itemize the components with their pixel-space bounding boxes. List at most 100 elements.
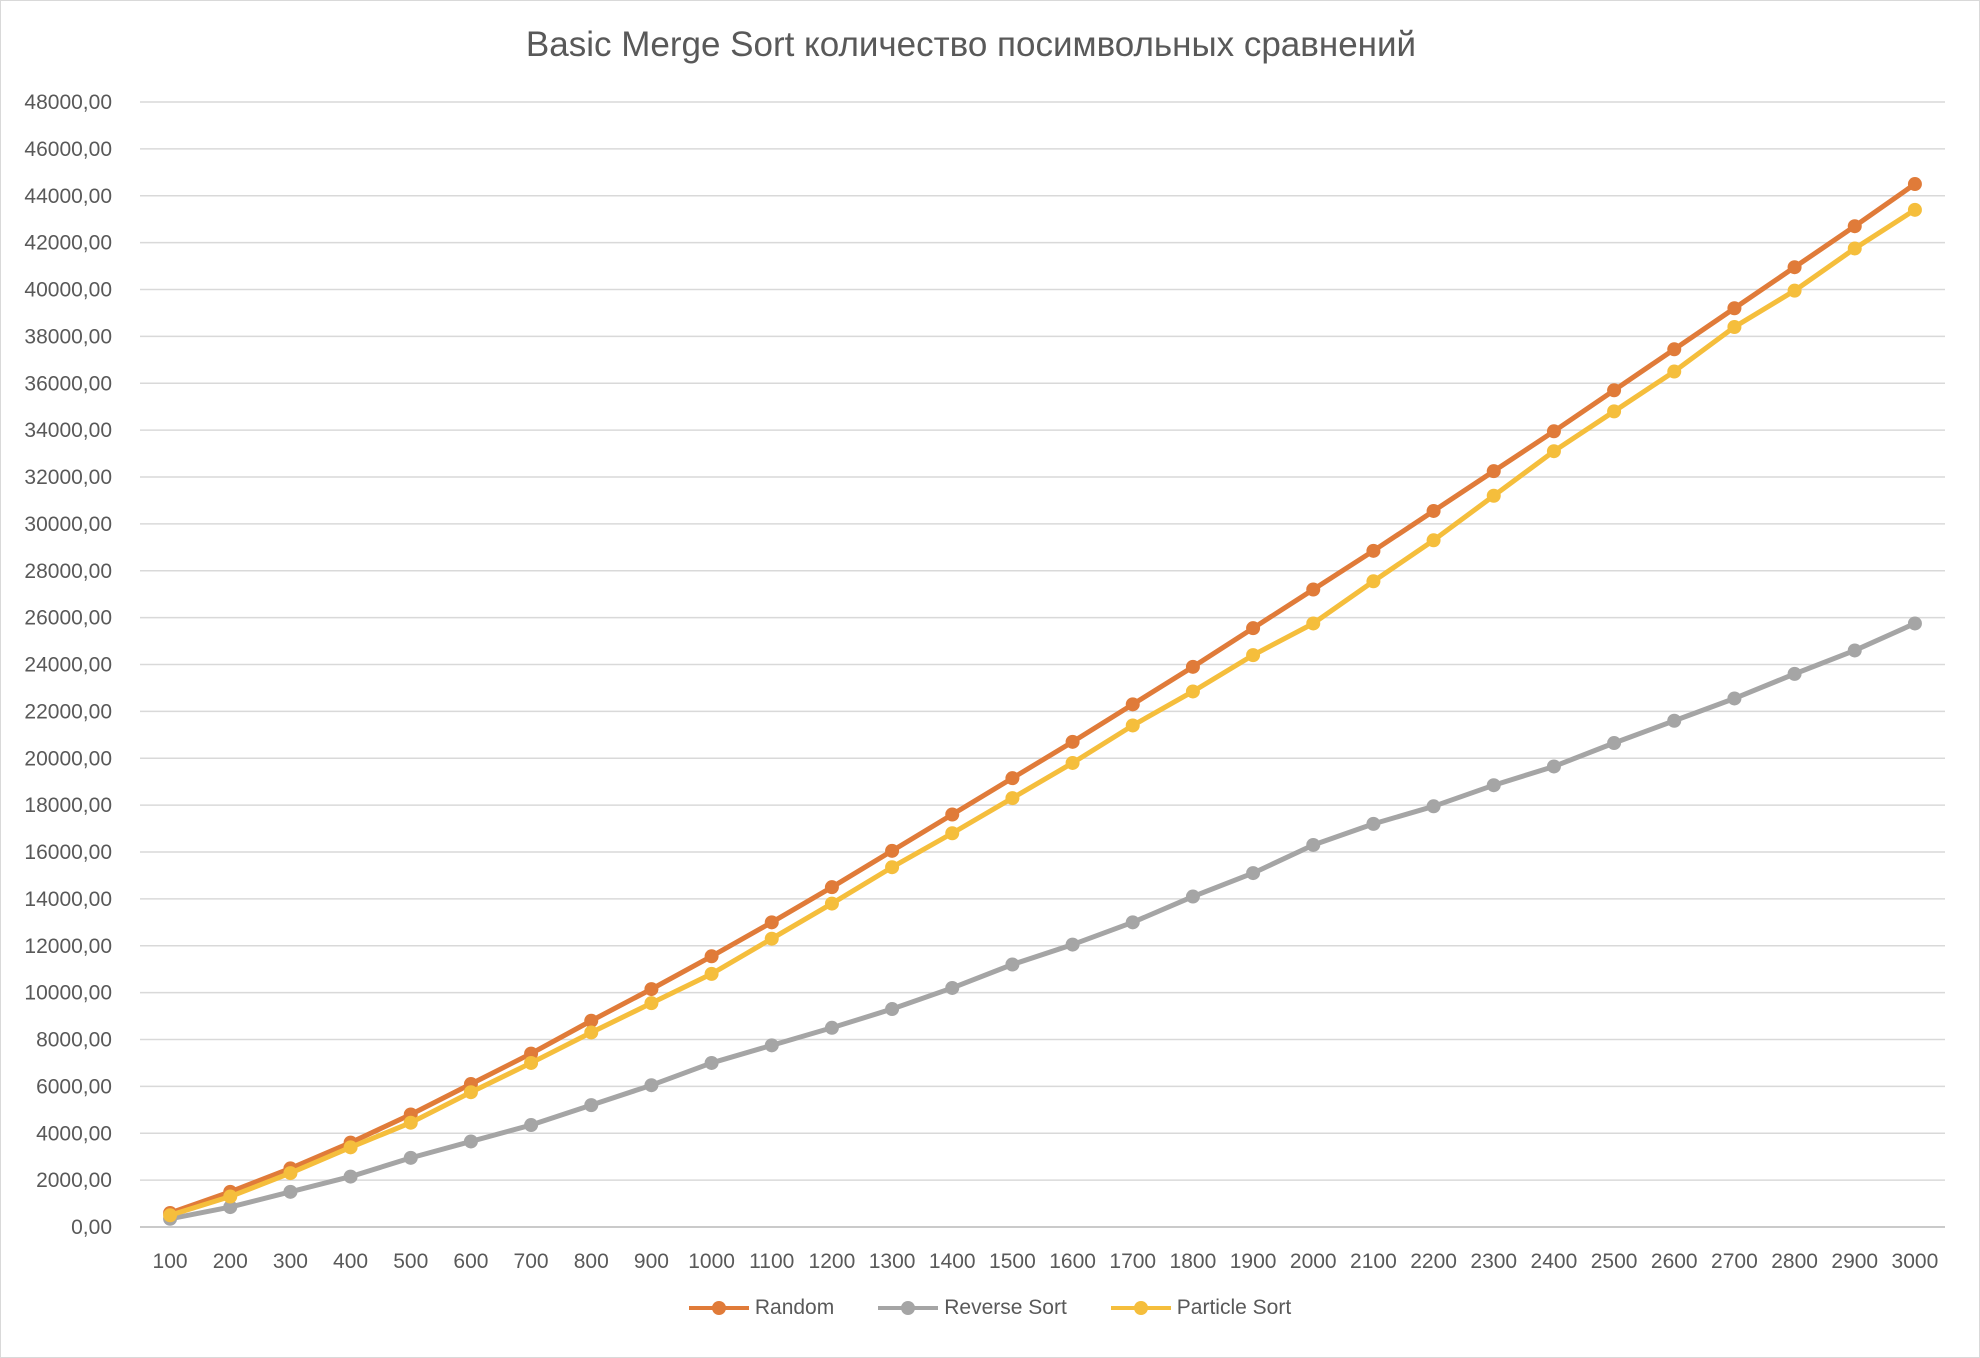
x-tick-label: 700	[514, 1250, 549, 1273]
data-point-reverse-sort	[1847, 643, 1862, 658]
y-tick-label: 26000,00	[24, 607, 112, 630]
data-point-random	[885, 843, 900, 858]
x-tick-label: 1200	[809, 1250, 856, 1273]
data-point-random	[824, 880, 839, 895]
x-tick-label: 2000	[1290, 1250, 1337, 1273]
legend-label: Random	[754, 1296, 835, 1319]
y-tick-label: 14000,00	[24, 888, 112, 911]
data-point-particle-sort	[1727, 320, 1742, 334]
data-point-particle-sort	[1366, 574, 1381, 589]
x-tick-label: 3000	[1892, 1250, 1939, 1273]
data-point-particle-sort	[1847, 241, 1862, 256]
data-point-reverse-sort	[1185, 889, 1200, 904]
data-point-particle-sort	[764, 931, 779, 946]
data-point-reverse-sort	[1607, 736, 1622, 751]
data-point-random	[1185, 659, 1200, 674]
x-tick-label: 300	[273, 1250, 308, 1273]
y-tick-label: 4000,00	[36, 1122, 112, 1145]
legend-item-particle-sort: Particle Sort	[1110, 1296, 1292, 1320]
data-point-reverse-sort	[824, 1020, 839, 1035]
legend: Random Reverse Sort Particle Sort	[0, 1296, 1980, 1320]
data-point-particle-sort	[1607, 404, 1622, 419]
data-point-particle-sort	[584, 1025, 599, 1040]
data-point-particle-sort	[1426, 533, 1441, 548]
data-point-reverse-sort	[1005, 957, 1020, 972]
y-tick-label: 28000,00	[24, 560, 112, 583]
data-point-reverse-sort	[1787, 666, 1802, 681]
x-tick-label: 900	[634, 1250, 669, 1273]
series-line-reverse-sort	[169, 621, 1916, 1222]
x-tick-label: 2100	[1350, 1250, 1397, 1273]
y-tick-label: 16000,00	[24, 841, 112, 864]
legend-dot	[1133, 1301, 1148, 1315]
data-point-random	[1907, 177, 1922, 192]
data-point-particle-sort	[1185, 684, 1200, 699]
y-tick-label: 20000,00	[24, 747, 112, 770]
x-tick-label: 1100	[749, 1250, 794, 1273]
legend-marker	[878, 1298, 939, 1318]
x-tick-label: 400	[333, 1250, 368, 1273]
data-point-reverse-sort	[1426, 799, 1441, 814]
legend-item-random: Random	[688, 1296, 835, 1320]
data-point-random	[1727, 301, 1742, 316]
data-point-reverse-sort	[1486, 778, 1501, 793]
data-point-reverse-sort	[463, 1134, 478, 1149]
x-tick-label: 2800	[1771, 1250, 1818, 1273]
x-tick-label: 500	[393, 1250, 428, 1273]
data-point-random	[1847, 219, 1862, 234]
data-point-random	[1065, 734, 1080, 749]
y-tick-label: 42000,00	[24, 232, 112, 255]
data-point-random	[1246, 621, 1261, 636]
x-tick-label: 1000	[688, 1250, 735, 1273]
data-point-random	[1607, 383, 1622, 398]
legend-marker	[1110, 1298, 1171, 1318]
y-tick-label: 34000,00	[24, 419, 112, 442]
x-tick-label: 2600	[1651, 1250, 1698, 1273]
data-point-random	[945, 807, 960, 822]
data-point-random	[764, 915, 779, 930]
data-point-reverse-sort	[403, 1150, 418, 1165]
data-point-particle-sort	[283, 1166, 298, 1181]
data-point-random	[1546, 424, 1561, 439]
data-point-random	[1306, 582, 1321, 597]
data-point-reverse-sort	[524, 1118, 539, 1133]
data-point-random	[704, 949, 719, 964]
x-tick-label: 600	[453, 1250, 488, 1273]
y-tick-label: 0,00	[71, 1216, 112, 1239]
x-tick-label: 1700	[1109, 1250, 1156, 1273]
x-tick-label: 2500	[1591, 1250, 1638, 1273]
data-point-reverse-sort	[1125, 915, 1140, 930]
data-point-reverse-sort	[1727, 691, 1742, 706]
x-tick-label: 800	[574, 1250, 609, 1273]
data-point-particle-sort	[403, 1115, 418, 1130]
data-point-reverse-sort	[223, 1200, 238, 1215]
y-tick-label: 24000,00	[24, 654, 112, 677]
data-point-random	[1005, 771, 1020, 786]
data-point-particle-sort	[163, 1208, 178, 1223]
data-point-random	[1125, 697, 1140, 712]
y-tick-label: 10000,00	[24, 982, 112, 1005]
y-tick-label: 44000,00	[24, 185, 112, 208]
chart-title: Basic Merge Sort количество посимвольных…	[525, 25, 1417, 64]
data-point-reverse-sort	[1065, 937, 1080, 952]
x-tick-label: 1800	[1170, 1250, 1217, 1273]
data-point-reverse-sort	[1306, 837, 1321, 852]
y-tick-label: 48000,00	[24, 91, 112, 114]
legend-marker	[688, 1298, 749, 1318]
legend-label: Particle Sort	[1176, 1296, 1292, 1319]
data-point-random	[644, 982, 659, 997]
data-point-particle-sort	[1246, 648, 1261, 663]
data-point-reverse-sort	[885, 1002, 900, 1017]
data-point-particle-sort	[1306, 616, 1321, 631]
x-tick-label: 1300	[869, 1250, 916, 1273]
x-tick-label: 1400	[929, 1250, 976, 1273]
data-point-particle-sort	[463, 1085, 478, 1100]
data-point-reverse-sort	[1246, 866, 1261, 881]
data-point-random	[584, 1013, 599, 1028]
data-point-particle-sort	[644, 996, 659, 1011]
data-point-reverse-sort	[1667, 713, 1682, 728]
series-line-particle-sort	[169, 207, 1917, 1218]
y-tick-label: 32000,00	[24, 466, 112, 489]
x-tick-label: 2700	[1711, 1250, 1758, 1273]
